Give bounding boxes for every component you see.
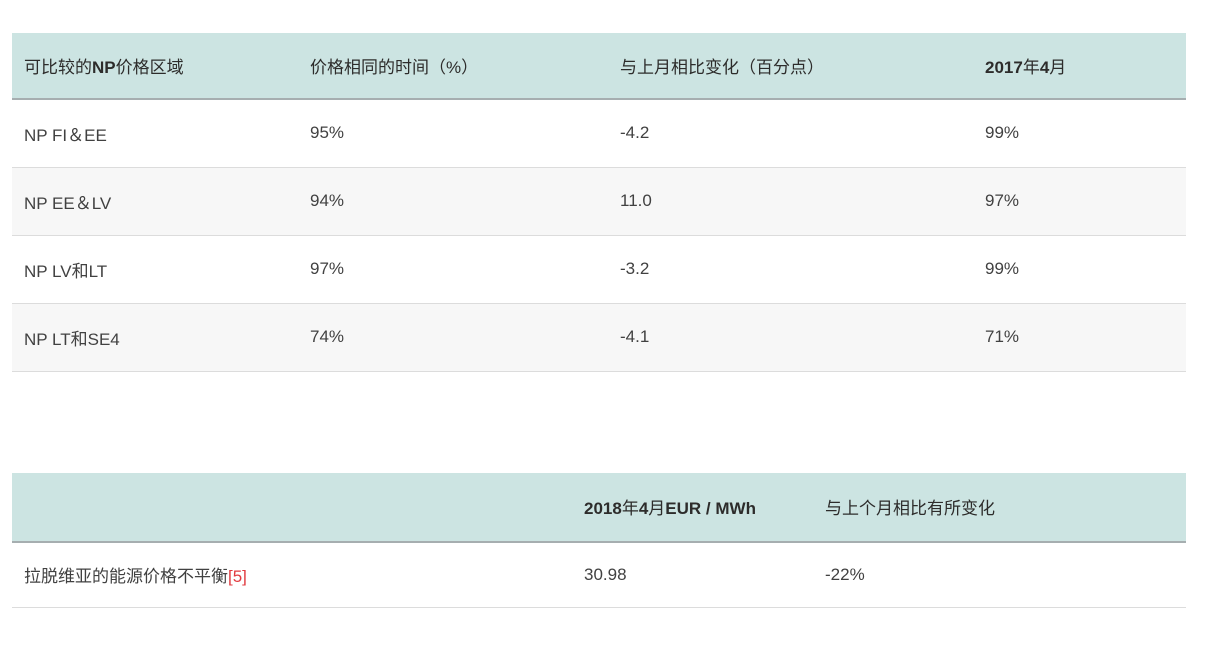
table-row: NP LT和SE4 74% -4.1 71% [12,303,1186,371]
cell-april-2017: 97% [985,191,1020,210]
table-row: NP EE＆LV 94% 11.0 97% [12,167,1186,235]
cell-april-2017: 71% [985,327,1020,346]
header-april-2017: 2017年4月 [973,33,1186,99]
cell-april-2017: 99% [985,123,1020,143]
table-row: NP LV和LT 97% -3.2 99% [12,235,1186,303]
cell-time-same: 97% [310,259,345,278]
header-comparable-np-areas: 可比较的NP价格区域 [12,33,298,99]
header-year: 2018 [584,499,622,518]
cell-area: NP LV和LT [24,261,108,281]
table-header-row: 2018年4月EUR / MWh 与上个月相比有所变化 [12,472,1186,542]
header-text-np: NP [92,58,116,77]
header-text: 可比较的 [24,58,92,77]
cell-change: 11.0 [620,191,652,210]
table-header-row: 可比较的NP价格区域 价格相同的时间（%） 与上月相比变化（百分点） 2017年… [12,33,1186,99]
header-empty [12,473,572,542]
cell-label: 拉脱维亚的能源价格不平衡[5] [12,542,572,608]
cell-time-same: 95% [310,123,345,143]
header-month-cn: 月 [1049,58,1067,77]
header-time-same-price: 价格相同的时间（%） [310,58,479,77]
cell-april-2017: 99% [985,259,1020,278]
cell-area: NP FI＆EE [24,125,107,145]
footnote-5-link[interactable]: [5] [228,567,247,587]
cell-time-same: 74% [310,327,345,346]
header-change-vs-last-month: 与上月相比变化（百分点） [620,58,824,77]
imbalance-price-table: 2018年4月EUR / MWh 与上个月相比有所变化 拉脱维亚的能源价格不平衡… [12,472,1186,609]
header-unit: EUR / MWh [665,499,756,518]
cell-value: 30.98 [584,564,627,584]
table-row: NP FI＆EE 95% -4.2 99% [12,99,1186,167]
header-month: 4 [638,499,649,518]
cell-area: NP LT和SE4 [24,329,120,349]
header-april-2018-eur-mwh: 2018年4月EUR / MWh [572,473,813,542]
header-change-vs-last-month: 与上个月相比有所变化 [825,499,995,518]
header-text: 价格区域 [115,58,184,77]
header-month-cn: 月 [648,499,666,518]
cell-change: -4.2 [620,123,650,143]
header-year-cn: 年 [621,499,639,518]
imbalance-label: 拉脱维亚的能源价格不平衡 [24,567,228,587]
cell-area: NP EE＆LV [24,193,112,213]
header-year-cn: 年 [1022,58,1040,77]
np-price-areas-table: 可比较的NP价格区域 价格相同的时间（%） 与上月相比变化（百分点） 2017年… [12,33,1186,372]
cell-time-same: 94% [310,191,345,210]
table-row: 拉脱维亚的能源价格不平衡[5] 30.98 -22% [12,542,1186,608]
cell-change: -3.2 [620,259,650,278]
header-year: 2017 [985,58,1023,77]
cell-change: -22% [825,564,865,584]
cell-change: -4.1 [620,327,650,346]
header-month: 4 [1039,58,1050,77]
